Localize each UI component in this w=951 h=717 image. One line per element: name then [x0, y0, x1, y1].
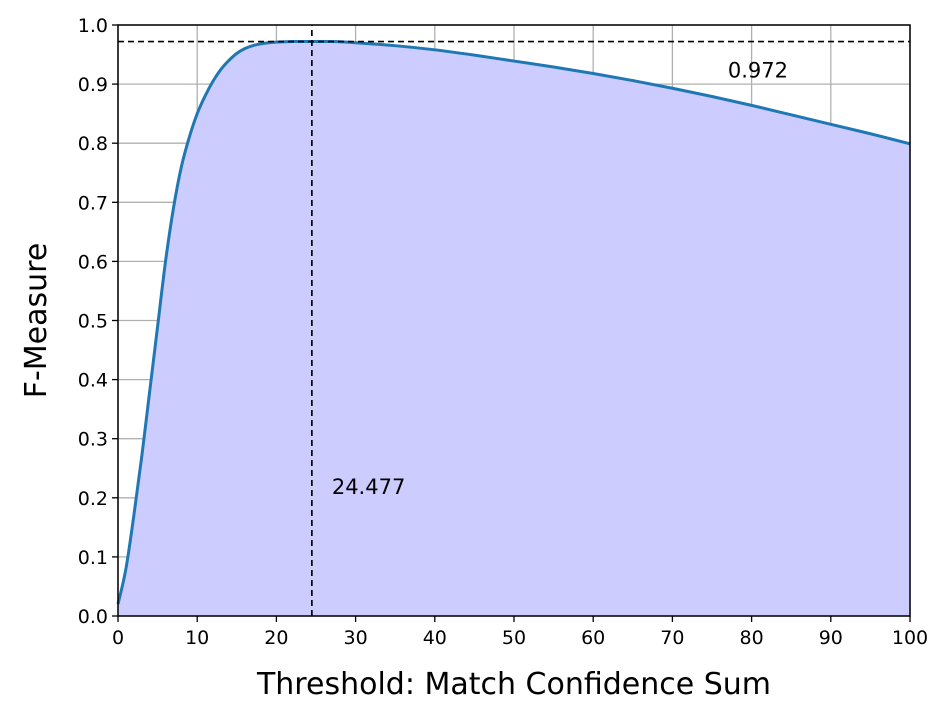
x-axis-label: Threshold: Match Confidence Sum: [256, 667, 771, 702]
y-tick-label: 0.7: [78, 192, 108, 214]
f-measure-line: [116, 39, 911, 605]
x-tick-label: 10: [185, 627, 209, 649]
x-tick-label: 100: [892, 627, 928, 649]
max-f-measure-label: 0.972: [728, 58, 788, 82]
x-tick-label: 20: [264, 627, 288, 649]
y-tick-label: 0.0: [78, 606, 108, 628]
max-threshold-label: 24.477: [332, 475, 405, 499]
y-tick-label: 0.6: [78, 251, 108, 273]
x-tick-label: 30: [344, 627, 368, 649]
y-tick-label: 0.4: [78, 370, 108, 392]
y-tick-label: 0.2: [78, 488, 108, 510]
y-tick-label: 1.0: [78, 15, 108, 37]
y-axis: 0.0 0.1 0.2 0.3 0.4 0.5 0.6 0.7 0.8 0.9 1.0: [78, 15, 118, 628]
y-tick-label: 0.5: [78, 311, 108, 333]
y-tick-label: 0.3: [78, 429, 108, 451]
x-tick-label: 90: [819, 627, 843, 649]
x-axis: 0 10 20 30 40 50 60 70 80 90 100: [112, 616, 928, 649]
x-tick-label: 70: [660, 627, 684, 649]
y-tick-label: 0.1: [78, 547, 108, 569]
y-tick-label: 0.9: [78, 74, 108, 96]
x-tick-label: 60: [581, 627, 605, 649]
y-axis-label: F-Measure: [19, 243, 54, 399]
x-tick-label: 50: [502, 627, 526, 649]
f-measure-area: [118, 41, 910, 616]
x-tick-label: 0: [112, 627, 124, 649]
x-tick-label: 80: [740, 627, 764, 649]
y-tick-label: 0.8: [78, 133, 108, 155]
x-tick-label: 40: [423, 627, 447, 649]
